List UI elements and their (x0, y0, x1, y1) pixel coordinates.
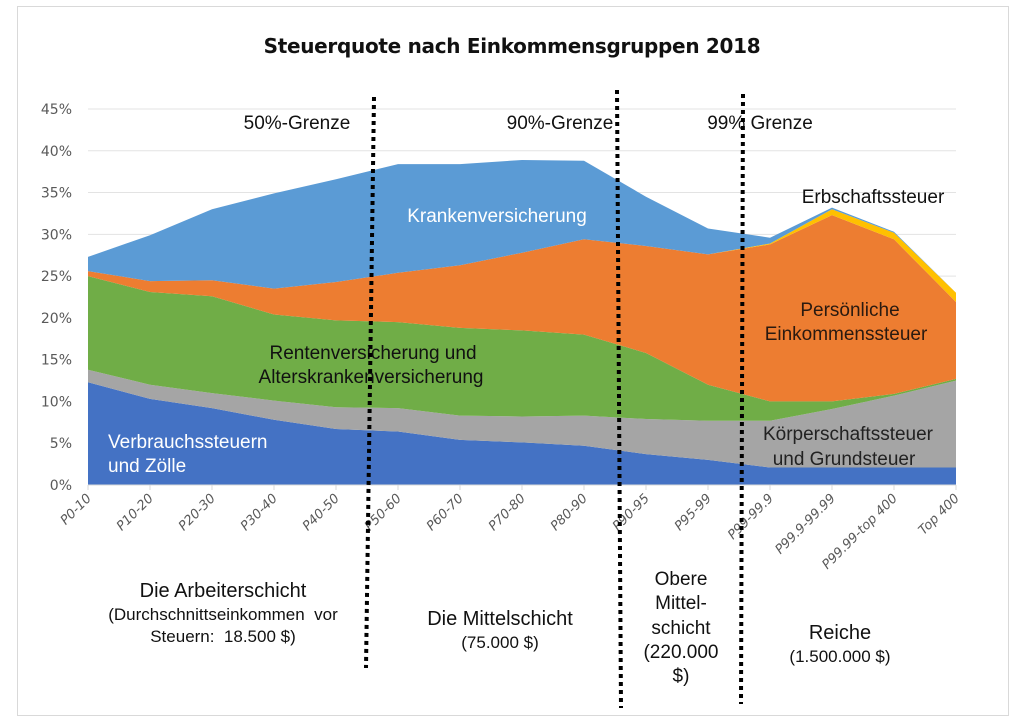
group-label-line: Reiche (808, 622, 872, 644)
y-tick-label: 40% (41, 144, 72, 160)
x-tick-label: P40-50 (300, 491, 343, 534)
x-tick-label: P60-70 (424, 491, 467, 534)
group-label-line: Die Arbeiterschicht (139, 580, 307, 602)
x-tick-label: Top 400 (916, 491, 963, 538)
group-label-line: (Durchschnittseinkommen vor (108, 605, 338, 624)
x-tick-label: P20-30 (176, 491, 219, 534)
chart-title: Steuerquote nach Einkommensgruppen 2018 (263, 34, 761, 58)
series-label: Rentenversicherung und (269, 343, 476, 364)
x-tick-label: P10-20 (114, 491, 157, 534)
y-tick-label: 45% (41, 102, 72, 118)
group-label-line: (220.000 (643, 641, 719, 663)
x-tick-label: P99-99.9 (725, 491, 777, 543)
threshold-label: 50%-Grenze (244, 113, 351, 134)
threshold-divider (615, 89, 623, 709)
group-label-line: Steuern: 18.500 $) (150, 627, 296, 647)
group-label-line: Obere (654, 569, 708, 590)
series-label: Persönliche (800, 300, 899, 321)
series-label: und Grundsteuer (773, 449, 916, 470)
threshold-dividers (364, 89, 745, 709)
area-körperschaftssteuer-und-grundsteuer (88, 369, 956, 468)
x-tick-label: P70-80 (486, 491, 529, 534)
group-label-line: Mittel- (655, 593, 707, 615)
group-label-line: (1.500.000 $) (789, 647, 891, 666)
group-label-working-class: Die Arbeiterschicht (Durchschnittseinkom… (88, 578, 358, 648)
x-tick-label: P90-95 (610, 491, 653, 534)
x-tick-label: P80-90 (548, 491, 591, 534)
y-tick-label: 5% (50, 436, 72, 452)
series-label: Erbschaftssteuer (802, 187, 945, 208)
area-rentenversicherung-und-alterskrankenversicherung (88, 276, 956, 421)
x-tick-label: P30-40 (238, 491, 281, 534)
group-label-rich: Reiche (1.500.000 $) (750, 620, 930, 668)
series-label: Körperschaftssteuer (763, 424, 934, 445)
x-tick-label: P0-10 (58, 491, 95, 528)
group-label-upper-middle-class: Obere Mittel- schicht (220.000 $) (626, 568, 736, 690)
y-tick-label: 10% (41, 394, 72, 410)
x-tick-label: P99.9-99.99 (773, 491, 839, 557)
series-label: Verbrauchssteuern (108, 432, 268, 453)
y-tick-label: 20% (41, 311, 72, 327)
area-krankenversicherung (88, 160, 956, 293)
x-tick-label: P95-99 (672, 491, 715, 534)
group-label-middle-class: Die Mittelschicht (75.000 $) (400, 606, 600, 654)
y-tick-label: 15% (41, 353, 72, 369)
series-label: Krankenversicherung (407, 206, 587, 227)
y-tick-label: 30% (41, 227, 72, 243)
series-label: Einkommenssteuer (765, 324, 928, 345)
group-label-line: $) (672, 666, 690, 688)
threshold-label: 99% Grenze (707, 113, 813, 134)
area-series (88, 160, 956, 485)
annotations: 50%-Grenze 90%-Grenze 99% Grenze Krankenver… (108, 113, 945, 477)
group-label-line: schicht (651, 617, 711, 639)
threshold-divider (364, 96, 376, 669)
y-tick-label: 0% (50, 478, 72, 494)
group-label-line: (75.000 $) (461, 633, 539, 652)
group-label-line: Die Mittelschicht (427, 608, 573, 630)
y-tick-label: 35% (41, 186, 72, 202)
y-tick-label: 25% (41, 269, 72, 285)
area-persönliche-einkommenssteuer (88, 215, 956, 402)
series-label: und Zölle (108, 456, 186, 477)
threshold-label: 90%-Grenze (507, 113, 614, 134)
threshold-divider (739, 93, 745, 705)
area-verbrauchssteuern-und-zölle (88, 382, 956, 485)
